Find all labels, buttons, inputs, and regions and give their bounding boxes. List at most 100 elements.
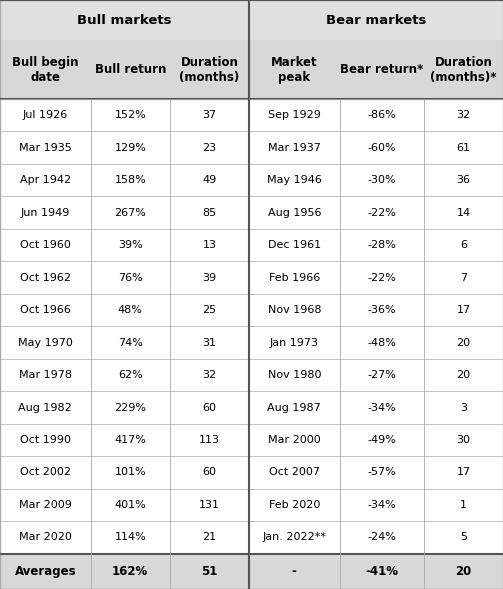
- Text: Mar 1978: Mar 1978: [19, 370, 72, 380]
- Bar: [91, 99, 170, 131]
- Text: 30: 30: [457, 435, 470, 445]
- Bar: [424, 294, 503, 326]
- Text: -86%: -86%: [367, 110, 396, 120]
- Bar: [170, 391, 249, 423]
- Text: May 1946: May 1946: [267, 175, 322, 185]
- Text: 114%: 114%: [114, 532, 146, 542]
- Text: 37: 37: [202, 110, 217, 120]
- Text: Bull begin
date: Bull begin date: [12, 55, 78, 84]
- Bar: [424, 40, 503, 99]
- Text: 85: 85: [202, 208, 217, 217]
- Text: -30%: -30%: [368, 175, 396, 185]
- Bar: [424, 99, 503, 131]
- Bar: [340, 359, 424, 391]
- Bar: [249, 0, 503, 40]
- Text: 25: 25: [202, 305, 217, 315]
- Text: 60: 60: [203, 402, 216, 412]
- Text: Oct 1962: Oct 1962: [20, 273, 71, 283]
- Text: 32: 32: [202, 370, 217, 380]
- Text: -60%: -60%: [368, 143, 396, 153]
- Bar: [91, 40, 170, 99]
- Text: 20: 20: [455, 565, 472, 578]
- Bar: [424, 423, 503, 456]
- Bar: [424, 196, 503, 229]
- Text: Duration
(months): Duration (months): [180, 55, 239, 84]
- Text: 13: 13: [203, 240, 216, 250]
- Bar: [340, 521, 424, 554]
- Text: 267%: 267%: [114, 208, 146, 217]
- Bar: [0, 294, 91, 326]
- Bar: [91, 262, 170, 294]
- Bar: [424, 326, 503, 359]
- Text: -22%: -22%: [367, 273, 396, 283]
- Text: Mar 2009: Mar 2009: [19, 500, 72, 510]
- Bar: [249, 391, 340, 423]
- Bar: [91, 456, 170, 489]
- Text: Aug 1987: Aug 1987: [268, 402, 321, 412]
- Text: -28%: -28%: [367, 240, 396, 250]
- Bar: [340, 229, 424, 262]
- Text: -24%: -24%: [367, 532, 396, 542]
- Bar: [170, 456, 249, 489]
- Text: Jun 1949: Jun 1949: [21, 208, 70, 217]
- Text: 62%: 62%: [118, 370, 143, 380]
- Bar: [91, 359, 170, 391]
- Bar: [340, 99, 424, 131]
- Text: 17: 17: [456, 305, 471, 315]
- Bar: [340, 164, 424, 196]
- Bar: [249, 359, 340, 391]
- Text: Oct 2007: Oct 2007: [269, 468, 320, 478]
- Bar: [249, 423, 340, 456]
- Bar: [170, 99, 249, 131]
- Bar: [0, 99, 91, 131]
- Text: 152%: 152%: [114, 110, 146, 120]
- Bar: [0, 0, 249, 40]
- Text: Apr 1942: Apr 1942: [20, 175, 71, 185]
- Text: Aug 1956: Aug 1956: [268, 208, 321, 217]
- Bar: [340, 196, 424, 229]
- Bar: [0, 40, 91, 99]
- Text: Nov 1980: Nov 1980: [268, 370, 321, 380]
- Bar: [170, 489, 249, 521]
- Text: -34%: -34%: [367, 402, 396, 412]
- Text: -22%: -22%: [367, 208, 396, 217]
- Text: 3: 3: [460, 402, 467, 412]
- Bar: [0, 229, 91, 262]
- Text: 129%: 129%: [114, 143, 146, 153]
- Text: -57%: -57%: [367, 468, 396, 478]
- Bar: [340, 294, 424, 326]
- Bar: [424, 359, 503, 391]
- Text: 49: 49: [202, 175, 217, 185]
- Bar: [91, 164, 170, 196]
- Bar: [170, 131, 249, 164]
- Text: Duration
(months)*: Duration (months)*: [430, 55, 497, 84]
- Bar: [249, 554, 340, 589]
- Text: 61: 61: [457, 143, 470, 153]
- Bar: [249, 99, 340, 131]
- Bar: [0, 196, 91, 229]
- Bar: [0, 391, 91, 423]
- Text: Jul 1926: Jul 1926: [23, 110, 68, 120]
- Bar: [0, 359, 91, 391]
- Text: 51: 51: [201, 565, 218, 578]
- Text: Feb 1966: Feb 1966: [269, 273, 320, 283]
- Text: 20: 20: [456, 337, 471, 348]
- Bar: [424, 164, 503, 196]
- Text: 21: 21: [202, 532, 217, 542]
- Bar: [170, 423, 249, 456]
- Bar: [249, 229, 340, 262]
- Bar: [170, 229, 249, 262]
- Bar: [0, 262, 91, 294]
- Bar: [0, 423, 91, 456]
- Text: 20: 20: [456, 370, 471, 380]
- Bar: [170, 554, 249, 589]
- Text: 158%: 158%: [114, 175, 146, 185]
- Bar: [340, 131, 424, 164]
- Text: Mar 2000: Mar 2000: [268, 435, 320, 445]
- Bar: [170, 164, 249, 196]
- Bar: [170, 294, 249, 326]
- Text: Nov 1968: Nov 1968: [268, 305, 321, 315]
- Text: 76%: 76%: [118, 273, 143, 283]
- Bar: [0, 131, 91, 164]
- Text: 32: 32: [456, 110, 471, 120]
